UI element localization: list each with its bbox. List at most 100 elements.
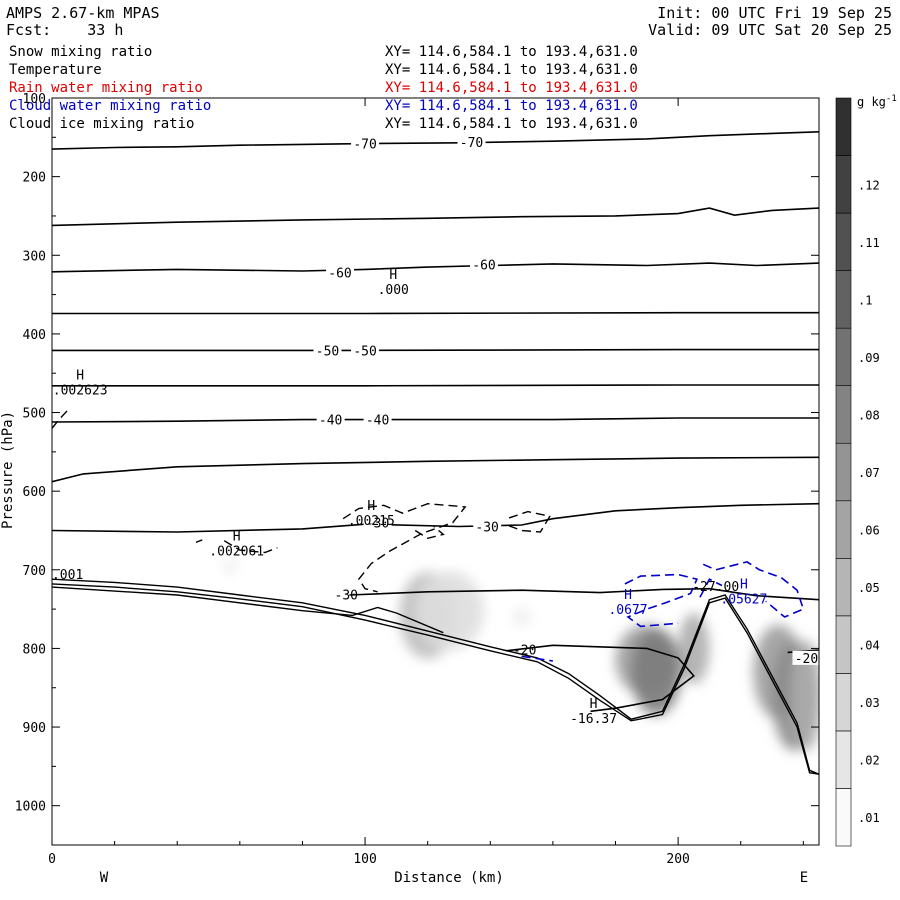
temperature-contour-label: -50 (316, 344, 339, 359)
extremum-marker: H (624, 588, 632, 603)
colorbar-swatch (835, 730, 852, 789)
colorbar-level-label: .07 (858, 466, 880, 480)
extremum-marker: H (590, 697, 598, 712)
extremum-value: .05627 (720, 593, 767, 608)
colorbar-units: g kg-1 (857, 94, 897, 109)
cloud-water-contour (699, 578, 723, 598)
contour-label-bg (326, 265, 355, 280)
temperature-contour-label: -20 (795, 652, 818, 667)
y-tick-label: 900 (23, 721, 46, 736)
colorbar-level-label: .11 (858, 236, 880, 250)
y-tick-label: 600 (23, 485, 46, 500)
extremum-value: .00215 (348, 514, 395, 529)
temperature-contour (52, 502, 819, 533)
temperature-contour (52, 384, 819, 387)
colorbar-swatch (835, 270, 852, 329)
colorbar-swatch (835, 615, 852, 674)
extremum-value: .0677 (608, 603, 647, 618)
extremum-marker: H (233, 530, 241, 545)
y-tick-label: 800 (23, 642, 46, 657)
contour-label-bg (351, 343, 380, 358)
forecast-label: Fcst: 33 h (6, 22, 123, 39)
contour-label-bg (316, 412, 345, 427)
temperature-contour-label: -70 (460, 136, 483, 151)
contour-label-bg (457, 135, 486, 150)
ice-shading-blob (415, 571, 485, 650)
extremum-marker: H (389, 268, 397, 283)
contour-label-bg (351, 136, 380, 151)
x-tick-label: 200 (666, 852, 689, 867)
layer-xy-rain: XY= 114.6,584.1 to 193.4,631.0 (385, 80, 638, 96)
temperature-contour-label: -40 (366, 414, 389, 429)
colorbar-swatch (835, 212, 852, 271)
temperature-contour-label: -70 (353, 138, 376, 153)
layer-name-rain: Rain water mixing ratio (9, 80, 203, 96)
extremum-value: -16.37 (570, 712, 617, 727)
snow-contour-layer (52, 409, 551, 593)
ice-shading-blob (790, 640, 819, 751)
forecast-label-text: Fcst: (6, 21, 52, 39)
temperature-contour (349, 587, 819, 601)
plot-frame (51, 97, 820, 846)
snow-contour (414, 525, 445, 540)
layer-xy-cloud-water: XY= 114.6,584.1 to 193.4,631.0 (385, 98, 638, 114)
extremum-value: .002061 (209, 545, 264, 560)
terrain-line (52, 583, 819, 775)
layer-xy-snow: XY= 114.6,584.1 to 193.4,631.0 (385, 44, 638, 60)
cloud-water-contour (624, 573, 699, 628)
terrain-line (52, 586, 444, 634)
contour-label: .001 (52, 568, 83, 583)
layer-name-snow: Snow mixing ratio (9, 44, 153, 60)
temperature-contour (52, 131, 819, 150)
colorbar-swatch (835, 558, 852, 617)
x-axis-label: Distance (km) (394, 870, 504, 886)
contour-label-bg (313, 343, 342, 358)
colorbar-swatch (835, 155, 852, 214)
temperature-contour-label: -40 (319, 414, 342, 429)
layer-name-temperature: Temperature (9, 62, 102, 78)
terrain-layer (52, 578, 819, 775)
forecast-hour: 33 h (87, 21, 124, 39)
ice-shading-blob (512, 607, 531, 627)
layer-xy-temperature: XY= 114.6,584.1 to 193.4,631.0 (385, 62, 638, 78)
west-label: W (100, 870, 109, 886)
ice-shading-blob (678, 613, 710, 684)
extremum-marker: H (76, 369, 84, 384)
temperature-contour-layer: -70 -70 -60 -60 -50 -50 -40 -40 -30 -30 -20 (52, 131, 819, 713)
temperature-contour (52, 207, 819, 227)
temperature-contour-label: -50 (353, 344, 376, 359)
contour-label-bg (363, 412, 392, 427)
contour-label-bg (363, 515, 392, 530)
temperature-contour-label: -60 (472, 259, 495, 274)
snow-contour (342, 502, 467, 593)
init-time: Init: 00 UTC Fri 19 Sep 25 (657, 4, 892, 22)
snow-contour (52, 409, 69, 429)
extremum-value: .002623 (53, 384, 108, 399)
temperature-contour-label: -60 (328, 267, 351, 282)
colorbar-swatch (835, 97, 852, 156)
colorbar-swatch (835, 442, 852, 502)
colorbar-level-label: .03 (858, 696, 880, 710)
y-tick-label: 200 (23, 171, 46, 186)
colorbar-level-label: .05 (858, 581, 880, 595)
temperature-contour (52, 456, 819, 483)
x-tick-label: 100 (353, 852, 376, 867)
contour-label: -27.00 (692, 580, 739, 595)
cloud-water-contour-layer (521, 561, 805, 662)
colorbar-swatch (835, 327, 852, 386)
extremum-value: .000 (378, 283, 409, 298)
colorbar-level-label: .01 (858, 811, 880, 825)
colorbar-swatch (835, 788, 852, 847)
colorbar-level-label: .02 (858, 754, 880, 768)
colorbar-level-label: .08 (858, 408, 880, 422)
y-tick-label: 300 (23, 249, 46, 264)
layer-xy-cloud-ice: XY= 114.6,584.1 to 193.4,631.0 (385, 116, 638, 132)
y-tick-label: 700 (23, 564, 46, 579)
model-title: AMPS 2.67-km MPAS (6, 4, 160, 22)
layer-name-cloud-ice: Cloud ice mixing ratio (9, 116, 195, 132)
contour-label: -30 (335, 589, 358, 604)
contour-label: -20 (513, 644, 536, 659)
layer-name-cloud-water: Cloud water mixing ratio (9, 98, 212, 114)
ice-shading-layer (224, 556, 819, 751)
